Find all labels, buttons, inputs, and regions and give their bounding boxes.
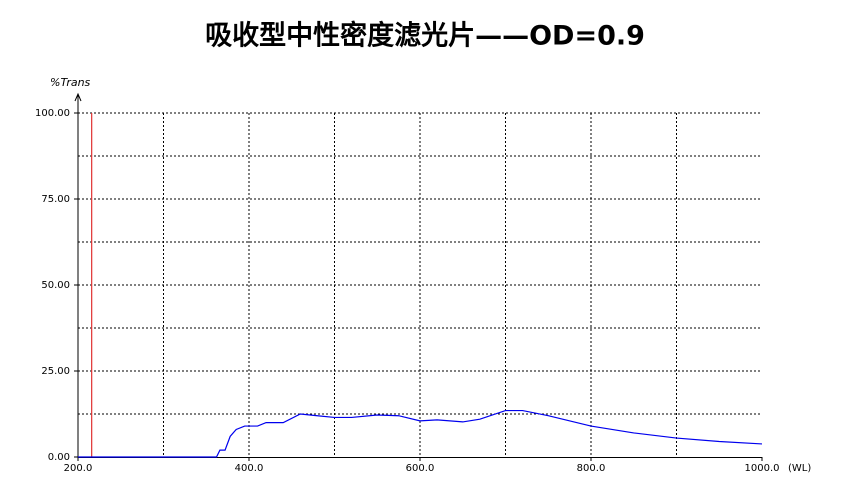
x-tick-label: 400.0 — [235, 463, 264, 474]
x-tick-label: 1000.0 — [745, 463, 780, 474]
data-line — [78, 409, 763, 458]
x-tick-label: 200.0 — [64, 463, 93, 474]
y-tick-label: 100.00 — [35, 108, 70, 119]
x-tick-label: 800.0 — [577, 463, 606, 474]
y-tick-label: 75.00 — [41, 194, 70, 205]
y-tick-label: 50.00 — [41, 280, 70, 291]
x-tick-label: 600.0 — [406, 463, 435, 474]
chart-title: 吸收型中性密度滤光片——OD=0.9 — [205, 20, 645, 52]
y-tick-label: 25.00 — [41, 366, 70, 377]
y-tick-label: 0.00 — [48, 452, 70, 463]
y-axis-arrow — [74, 92, 82, 102]
x-axis-label: (WL) — [788, 463, 811, 474]
y-axis-label: %Trans — [50, 76, 91, 89]
